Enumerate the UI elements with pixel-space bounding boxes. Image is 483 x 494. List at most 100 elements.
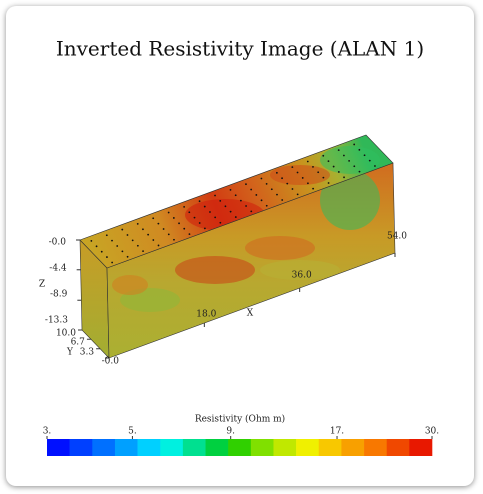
- electrode: [337, 149, 340, 152]
- electrode: [307, 182, 309, 185]
- electrode: [126, 255, 129, 258]
- electrode: [126, 234, 129, 236]
- electrode: [198, 200, 201, 203]
- color-swatch: [273, 439, 297, 456]
- electrode: [245, 205, 247, 207]
- electrode: [152, 217, 155, 220]
- electrode: [353, 165, 356, 168]
- electrode: [219, 221, 222, 224]
- electrode: [374, 165, 376, 167]
- electrode: [147, 233, 150, 236]
- electrode: [291, 166, 294, 169]
- color-swatch: [160, 439, 184, 456]
- z-tick-label: -13.3: [45, 316, 68, 326]
- electrode: [265, 182, 268, 185]
- electrode: [121, 228, 124, 231]
- colorbar-tick-label: 9.: [226, 427, 235, 437]
- colorbar-tick-label: 30.: [425, 427, 439, 437]
- color-swatch: [92, 439, 116, 456]
- electrode: [327, 182, 330, 184]
- z-tick-label: -4.4: [49, 263, 67, 273]
- electrode: [183, 227, 186, 230]
- electrode: [167, 233, 170, 236]
- electrode: [214, 216, 217, 219]
- y-tick-label: 6.7: [71, 338, 86, 348]
- electrode: [100, 250, 103, 253]
- colorbar-tick-label: 3.: [43, 427, 52, 437]
- electrode: [368, 159, 371, 162]
- color-swatch: [182, 439, 206, 456]
- texture-blob: [260, 260, 340, 280]
- electrode: [142, 250, 144, 253]
- electrode: [312, 187, 315, 190]
- electrode: [142, 228, 144, 231]
- colorbar-tick-label: 17.: [330, 427, 344, 437]
- electrode: [136, 244, 139, 247]
- color-swatch: [296, 439, 320, 456]
- color-swatch: [205, 439, 229, 456]
- electrode: [234, 194, 237, 197]
- electrode: [317, 171, 320, 174]
- electrode: [229, 188, 232, 191]
- electrode: [296, 171, 299, 174]
- electrode: [203, 227, 206, 230]
- electrode: [121, 250, 124, 253]
- electrode: [276, 193, 278, 196]
- color-swatch: [386, 439, 410, 456]
- electrode: [348, 159, 351, 162]
- electrode: [214, 194, 216, 197]
- electrode: [234, 216, 237, 218]
- electrode: [281, 199, 284, 201]
- electrode: [260, 199, 263, 202]
- electrode: [111, 239, 113, 242]
- electrode: [343, 154, 345, 157]
- electrode: [131, 239, 134, 242]
- electrode: [265, 204, 268, 207]
- electrode: [250, 210, 253, 213]
- texture-blob: [112, 275, 148, 295]
- z-axis-label: Z: [39, 280, 45, 290]
- x-tick-label: 54.0: [387, 232, 407, 242]
- electrode: [105, 234, 108, 237]
- block: [79, 134, 396, 359]
- color-swatch: [364, 439, 388, 456]
- electrode: [343, 176, 345, 179]
- texture-blob: [320, 146, 380, 174]
- x-tick-label: 18.0: [196, 310, 216, 320]
- electrode: [255, 194, 258, 196]
- electrode: [162, 228, 165, 230]
- electrode: [291, 188, 294, 190]
- electrode: [167, 211, 170, 214]
- electrode: [193, 216, 196, 219]
- electrode: [358, 148, 361, 151]
- electrode: [306, 160, 309, 163]
- chart-title: Inverted Resistivity Image (ALAN 1): [56, 37, 424, 61]
- electrode: [322, 154, 325, 157]
- texture-blob: [245, 236, 315, 260]
- texture-blob: [175, 256, 255, 284]
- electrode: [183, 205, 186, 208]
- electrode: [260, 177, 263, 180]
- electrode: [322, 176, 325, 179]
- electrode: [224, 205, 227, 208]
- color-swatch: [69, 439, 93, 456]
- color-swatch: [47, 439, 70, 456]
- electrode: [209, 211, 211, 213]
- electrode: [203, 205, 206, 208]
- electrode: [250, 188, 253, 191]
- colorbar-title: Resistivity (Ohm m): [195, 414, 285, 425]
- electrode: [188, 233, 191, 235]
- y-tick-label: 10.0: [56, 329, 76, 339]
- electrode: [301, 177, 304, 179]
- electrode: [172, 217, 175, 219]
- color-swatch: [114, 439, 138, 456]
- color-swatch: [409, 439, 433, 456]
- color-swatch: [341, 439, 365, 456]
- electrode: [111, 261, 114, 264]
- electrode: [229, 210, 232, 213]
- electrode: [152, 239, 155, 241]
- x-axis-label: X: [247, 309, 254, 319]
- electrode: [358, 170, 361, 173]
- electrode: [337, 171, 340, 173]
